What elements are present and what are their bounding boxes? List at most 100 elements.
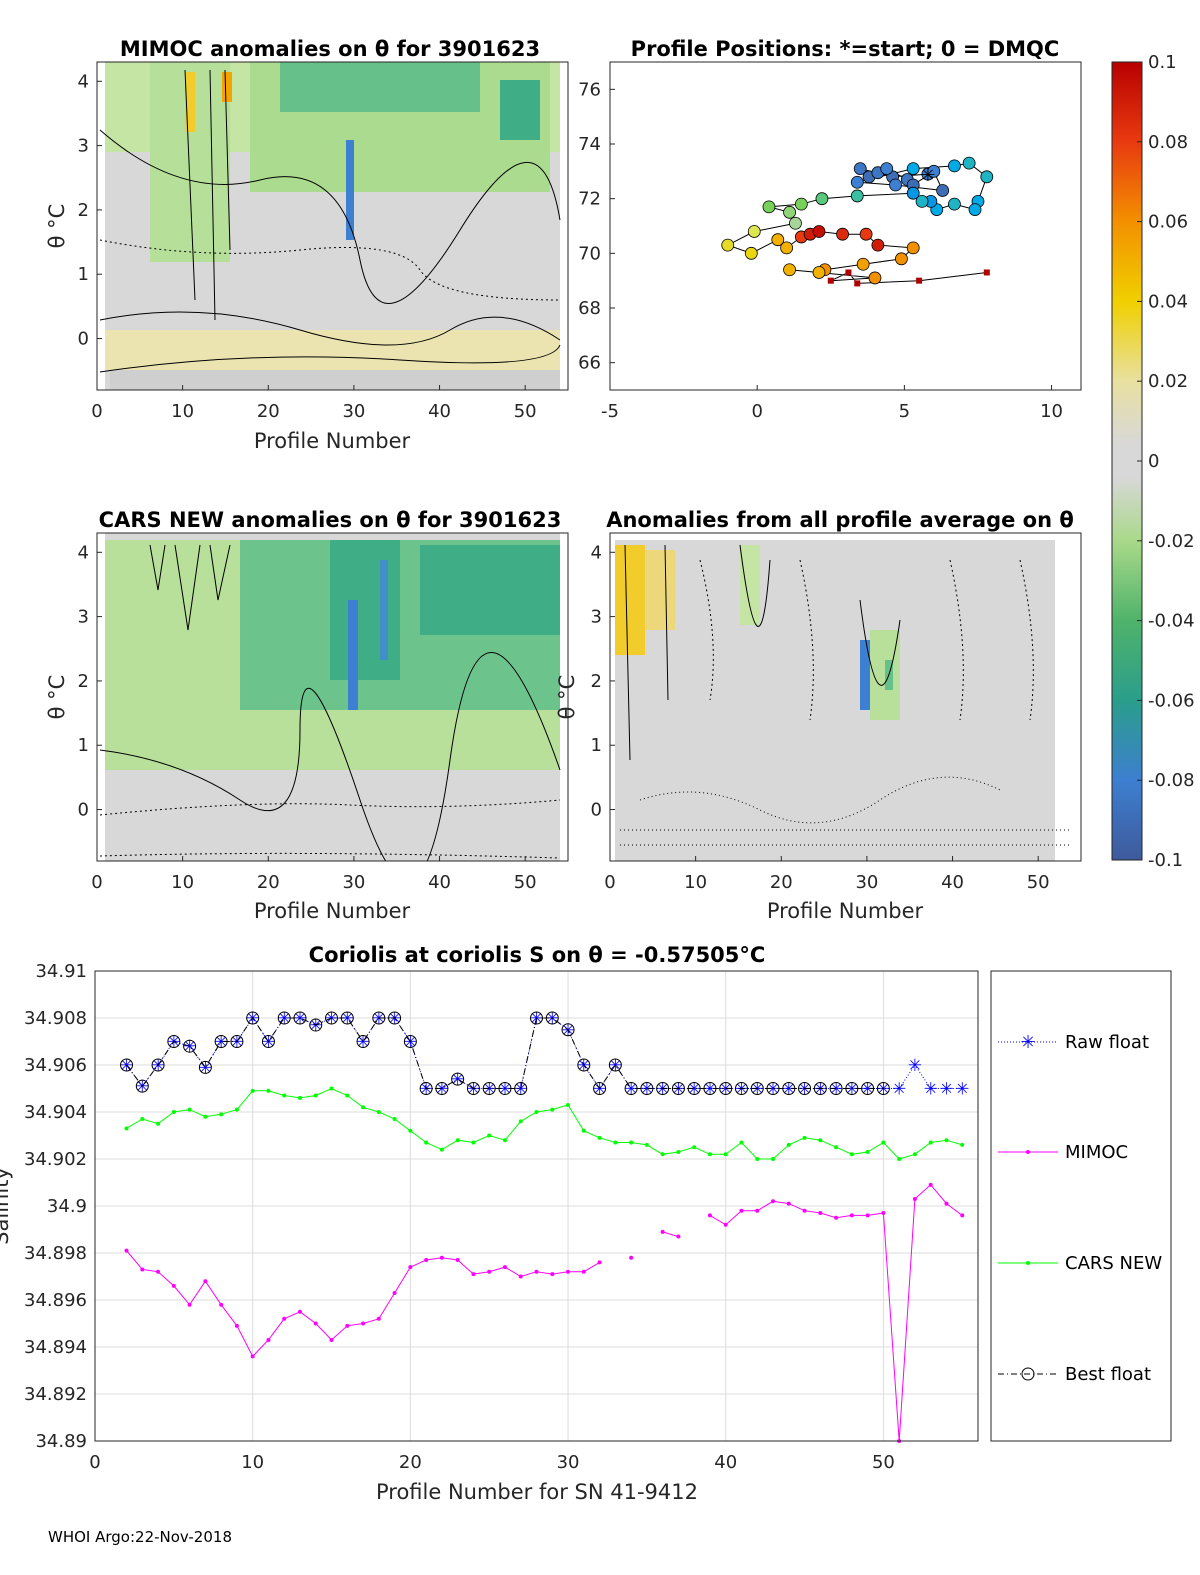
cars-point xyxy=(629,1140,634,1145)
cars-title: CARS NEW anomalies on θ for 3901623 xyxy=(99,508,562,532)
mimoc-point xyxy=(802,1208,807,1213)
legend-cars: CARS NEW xyxy=(998,1253,1162,1274)
raw-point: ✳ xyxy=(734,1080,748,1100)
legend-raw-marker: ✳ xyxy=(1020,1032,1035,1053)
best-point xyxy=(656,1082,670,1095)
raw-point: ✳ xyxy=(656,1080,670,1100)
salinity-ytick-label: 34.892 xyxy=(24,1384,87,1405)
mimoc-point xyxy=(203,1279,208,1284)
mimoc-point xyxy=(739,1208,744,1213)
mimoc-point xyxy=(376,1316,381,1321)
cars-point xyxy=(124,1126,129,1131)
cars-ytick-label: 2 xyxy=(78,671,89,692)
best-point xyxy=(293,1011,307,1025)
raw-point: ✳ xyxy=(514,1080,528,1100)
best-point xyxy=(120,1058,134,1072)
cars-point xyxy=(534,1110,539,1114)
mimoc-point xyxy=(345,1323,350,1328)
mimoc-point xyxy=(424,1258,429,1263)
best-point xyxy=(325,1011,339,1025)
best-point xyxy=(435,1082,449,1095)
raw-point: ✳ xyxy=(498,1080,512,1100)
raw-point: ✳ xyxy=(119,1056,133,1076)
best-point xyxy=(798,1082,812,1095)
positions-xtick-label: -5 xyxy=(601,401,619,422)
salinity-title: Coriolis at coriolis S on θ = -0.57505°C xyxy=(309,943,766,967)
mimoc-title: MIMOC anomalies on θ for 3901623 xyxy=(120,37,540,61)
position-point xyxy=(880,162,894,176)
cars-point xyxy=(928,1140,933,1145)
mimoc-point xyxy=(282,1316,287,1321)
mimoc-ytick-label: 0 xyxy=(78,329,89,350)
position-point xyxy=(859,227,873,241)
raw-point: ✳ xyxy=(451,1070,465,1090)
raw-point: ✳ xyxy=(198,1058,212,1078)
legend-best-label: Best float xyxy=(1065,1364,1151,1385)
position-point xyxy=(868,271,882,285)
cars-point xyxy=(676,1149,681,1154)
best-point xyxy=(451,1072,465,1086)
mimoc-yticks: 0 1 2 3 4 xyxy=(78,71,102,350)
average-xtick-label: 20 xyxy=(770,872,793,893)
salinity-xtick-label: 50 xyxy=(872,1452,895,1473)
raw-point: ✳ xyxy=(797,1080,811,1100)
position-point xyxy=(721,238,735,252)
position-dmqc-marker xyxy=(854,280,861,287)
average-ytick-label: 1 xyxy=(591,735,602,756)
best-point xyxy=(214,1035,228,1048)
cars-point xyxy=(345,1093,350,1098)
positions-ytick-label: 66 xyxy=(578,353,601,374)
average-axes-box xyxy=(609,532,1082,862)
salinity-panel: Coriolis at coriolis S on θ = -0.57505°C… xyxy=(0,943,1172,1504)
position-point xyxy=(812,225,826,238)
cars-ytick-label: 1 xyxy=(78,735,89,756)
average-yticks: 0 1 2 3 4 xyxy=(591,542,615,821)
best-point xyxy=(545,1011,559,1025)
position-point xyxy=(780,241,794,255)
average-ytick-label: 0 xyxy=(591,800,602,821)
best-point xyxy=(372,1011,386,1025)
average-ytick-label: 2 xyxy=(591,671,602,692)
cars-point xyxy=(771,1157,776,1161)
salinity-xtick-label: 0 xyxy=(89,1452,100,1473)
positions-ytick-label: 72 xyxy=(578,189,601,210)
colorbar-tick-label: 0.06 xyxy=(1148,212,1188,233)
raw-point: ✳ xyxy=(372,1009,386,1029)
average-heatmap xyxy=(610,533,1081,861)
legend-cars-label: CARS NEW xyxy=(1065,1253,1162,1274)
mimoc-point xyxy=(266,1337,271,1342)
mimoc-ylabel: θ °C xyxy=(45,204,69,249)
mimoc-point xyxy=(534,1269,539,1274)
legend-best-float: Best float xyxy=(998,1364,1151,1385)
mimoc-point xyxy=(723,1222,728,1227)
best-point xyxy=(671,1082,685,1095)
position-point xyxy=(871,238,885,252)
position-point xyxy=(927,164,941,178)
mimoc-axes-box xyxy=(96,61,569,391)
best-point xyxy=(624,1082,638,1095)
position-point xyxy=(789,216,802,230)
position-point xyxy=(762,200,776,214)
mimoc-point xyxy=(361,1321,366,1326)
cars-point xyxy=(297,1095,302,1100)
legend-cars-marker xyxy=(1026,1261,1030,1265)
best-point xyxy=(261,1035,275,1048)
raw-point: ✳ xyxy=(845,1080,859,1100)
cars-point xyxy=(818,1138,823,1143)
best-point xyxy=(577,1058,591,1072)
mimoc-point xyxy=(439,1255,444,1260)
mimoc-xticks: 0 10 20 30 40 50 xyxy=(91,385,537,422)
raw-point: ✳ xyxy=(182,1037,196,1057)
colorbar-tick-label: -0.1 xyxy=(1148,850,1183,871)
position-point xyxy=(889,178,902,192)
positions-title: Profile Positions: *=start; 0 = DMQC xyxy=(631,37,1060,61)
average-xticks: 0 10 20 30 40 50 xyxy=(604,856,1050,893)
cars-point xyxy=(502,1138,507,1143)
mimoc-point xyxy=(960,1213,965,1218)
salinity-ytick-label: 34.908 xyxy=(24,1008,87,1029)
best-point xyxy=(782,1082,796,1095)
raw-point: ✳ xyxy=(230,1033,244,1053)
mimoc-point xyxy=(392,1290,397,1295)
colorbar-tick-label: -0.04 xyxy=(1148,611,1195,632)
